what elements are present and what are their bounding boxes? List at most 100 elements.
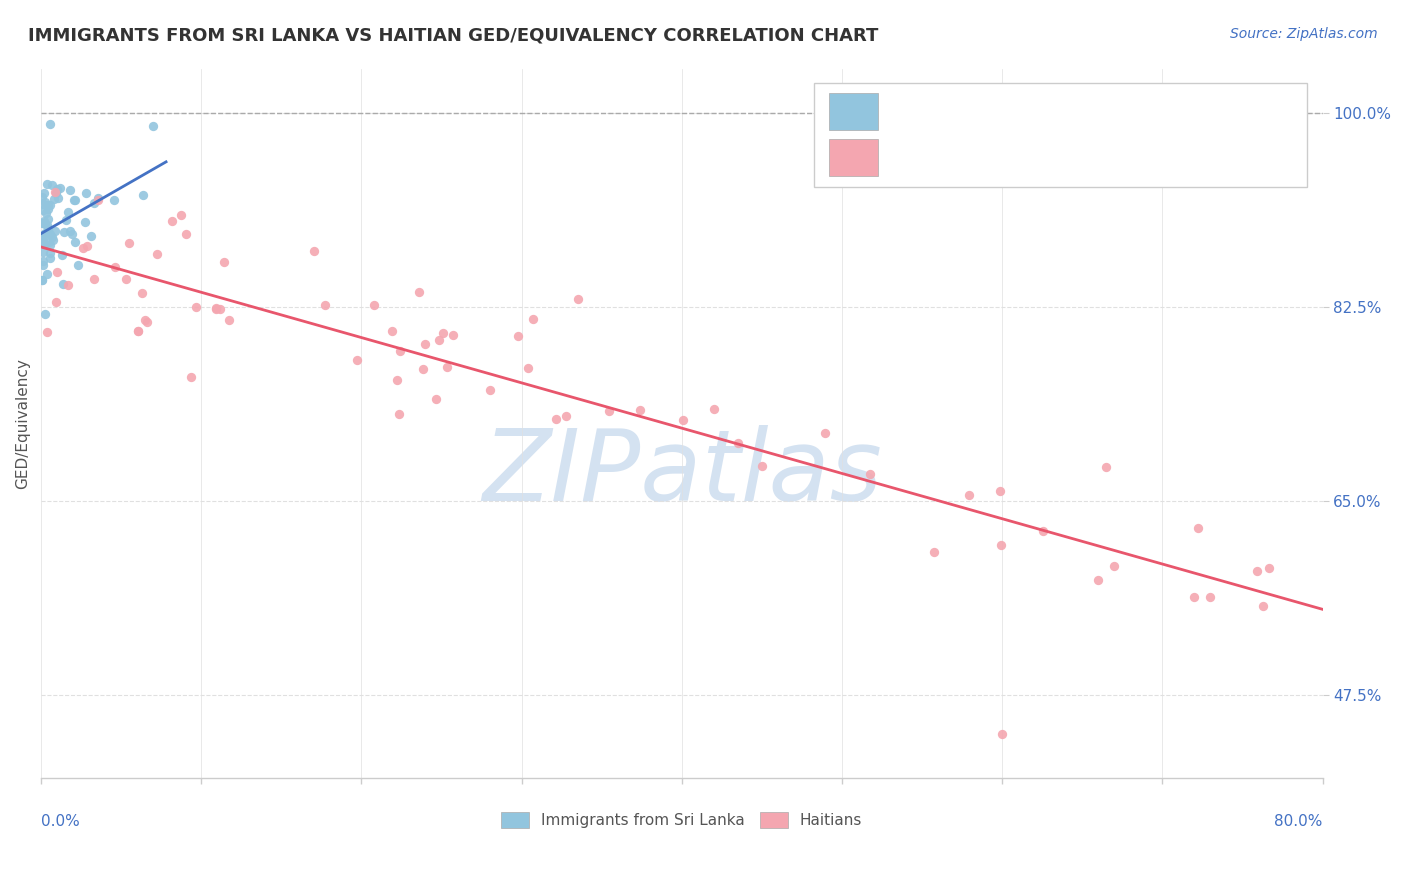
Point: [59, 223, 82, 237]
Point: [1182, 590, 1205, 604]
Point: [34, 214, 56, 228]
Point: [63, 235, 86, 250]
Point: [86, 191, 108, 205]
Point: [389, 344, 412, 359]
Point: [134, 312, 156, 326]
Point: [46, 181, 69, 195]
Point: [59, 182, 82, 196]
Point: [83, 272, 105, 286]
Text: R = -0.621   N = 74: R = -0.621 N = 74: [893, 145, 1083, 163]
Point: [517, 361, 540, 376]
Point: [412, 362, 434, 376]
Point: [34, 217, 56, 231]
Text: Source: ZipAtlas.com: Source: ZipAtlas.com: [1230, 27, 1378, 41]
Point: [408, 285, 430, 300]
Point: [32, 227, 55, 242]
Point: [83, 196, 105, 211]
Point: [31, 235, 53, 250]
Point: [31, 245, 53, 260]
Point: [80, 228, 103, 243]
Point: [75, 186, 97, 200]
Point: [62, 193, 84, 207]
Point: [72, 241, 94, 255]
Point: [314, 298, 336, 312]
Point: [38, 251, 60, 265]
Point: [31, 216, 53, 230]
Point: [34, 206, 56, 220]
Point: [425, 392, 447, 406]
Legend: Immigrants from Sri Lanka, Haitians: Immigrants from Sri Lanka, Haitians: [495, 806, 869, 834]
Point: [34, 307, 56, 321]
Point: [55, 212, 77, 227]
Point: [859, 467, 882, 481]
Point: [628, 402, 651, 417]
Point: [304, 244, 326, 258]
Point: [46, 191, 69, 205]
Point: [118, 236, 141, 251]
Text: IMMIGRANTS FROM SRI LANKA VS HAITIAN GED/EQUIVALENCY CORRELATION CHART: IMMIGRANTS FROM SRI LANKA VS HAITIAN GED…: [28, 27, 879, 45]
Point: [86, 194, 108, 208]
Point: [32, 216, 55, 230]
Point: [45, 186, 67, 200]
Point: [506, 329, 529, 343]
Point: [53, 225, 76, 239]
Point: [31, 273, 53, 287]
Point: [41, 229, 63, 244]
Point: [388, 407, 411, 421]
Point: [427, 333, 450, 347]
Point: [1102, 559, 1125, 574]
Point: [1032, 524, 1054, 538]
Point: [34, 194, 56, 209]
Point: [34, 226, 56, 240]
Point: [209, 302, 232, 317]
Point: [184, 300, 207, 314]
Text: ZIPatlas: ZIPatlas: [482, 425, 882, 522]
Point: [41, 178, 63, 192]
Point: [1199, 590, 1222, 604]
Point: [35, 268, 58, 282]
Point: [443, 328, 465, 343]
Text: R =  0.155   N = 67: R = 0.155 N = 67: [893, 99, 1083, 117]
Point: [51, 248, 73, 262]
Point: [39, 117, 62, 131]
Point: [56, 278, 79, 293]
Point: [924, 545, 946, 559]
Point: [76, 238, 98, 252]
Point: [205, 302, 228, 317]
Point: [957, 488, 980, 502]
Point: [814, 425, 837, 440]
Point: [115, 272, 138, 286]
Point: [1094, 460, 1116, 475]
Point: [46, 265, 69, 279]
Point: [32, 202, 55, 217]
Point: [727, 435, 749, 450]
Point: [751, 459, 773, 474]
Point: [42, 233, 65, 247]
Point: [567, 292, 589, 306]
Point: [32, 258, 55, 272]
Point: [37, 202, 59, 216]
Point: [703, 401, 725, 416]
Point: [212, 255, 235, 269]
Point: [32, 197, 55, 211]
Point: [132, 188, 155, 202]
Point: [136, 315, 159, 329]
Point: [990, 538, 1012, 552]
Point: [991, 727, 1014, 741]
Point: [44, 224, 66, 238]
Point: [45, 295, 67, 310]
Point: [387, 373, 409, 387]
Point: [35, 218, 58, 232]
Point: [37, 211, 59, 226]
Point: [142, 119, 165, 133]
Point: [39, 246, 62, 260]
Point: [63, 194, 86, 208]
Point: [180, 370, 202, 384]
Point: [60, 227, 83, 241]
Point: [35, 177, 58, 191]
Point: [146, 247, 169, 261]
Point: [160, 214, 183, 228]
Text: 0.0%: 0.0%: [41, 814, 80, 829]
Point: [346, 352, 368, 367]
Point: [38, 198, 60, 212]
